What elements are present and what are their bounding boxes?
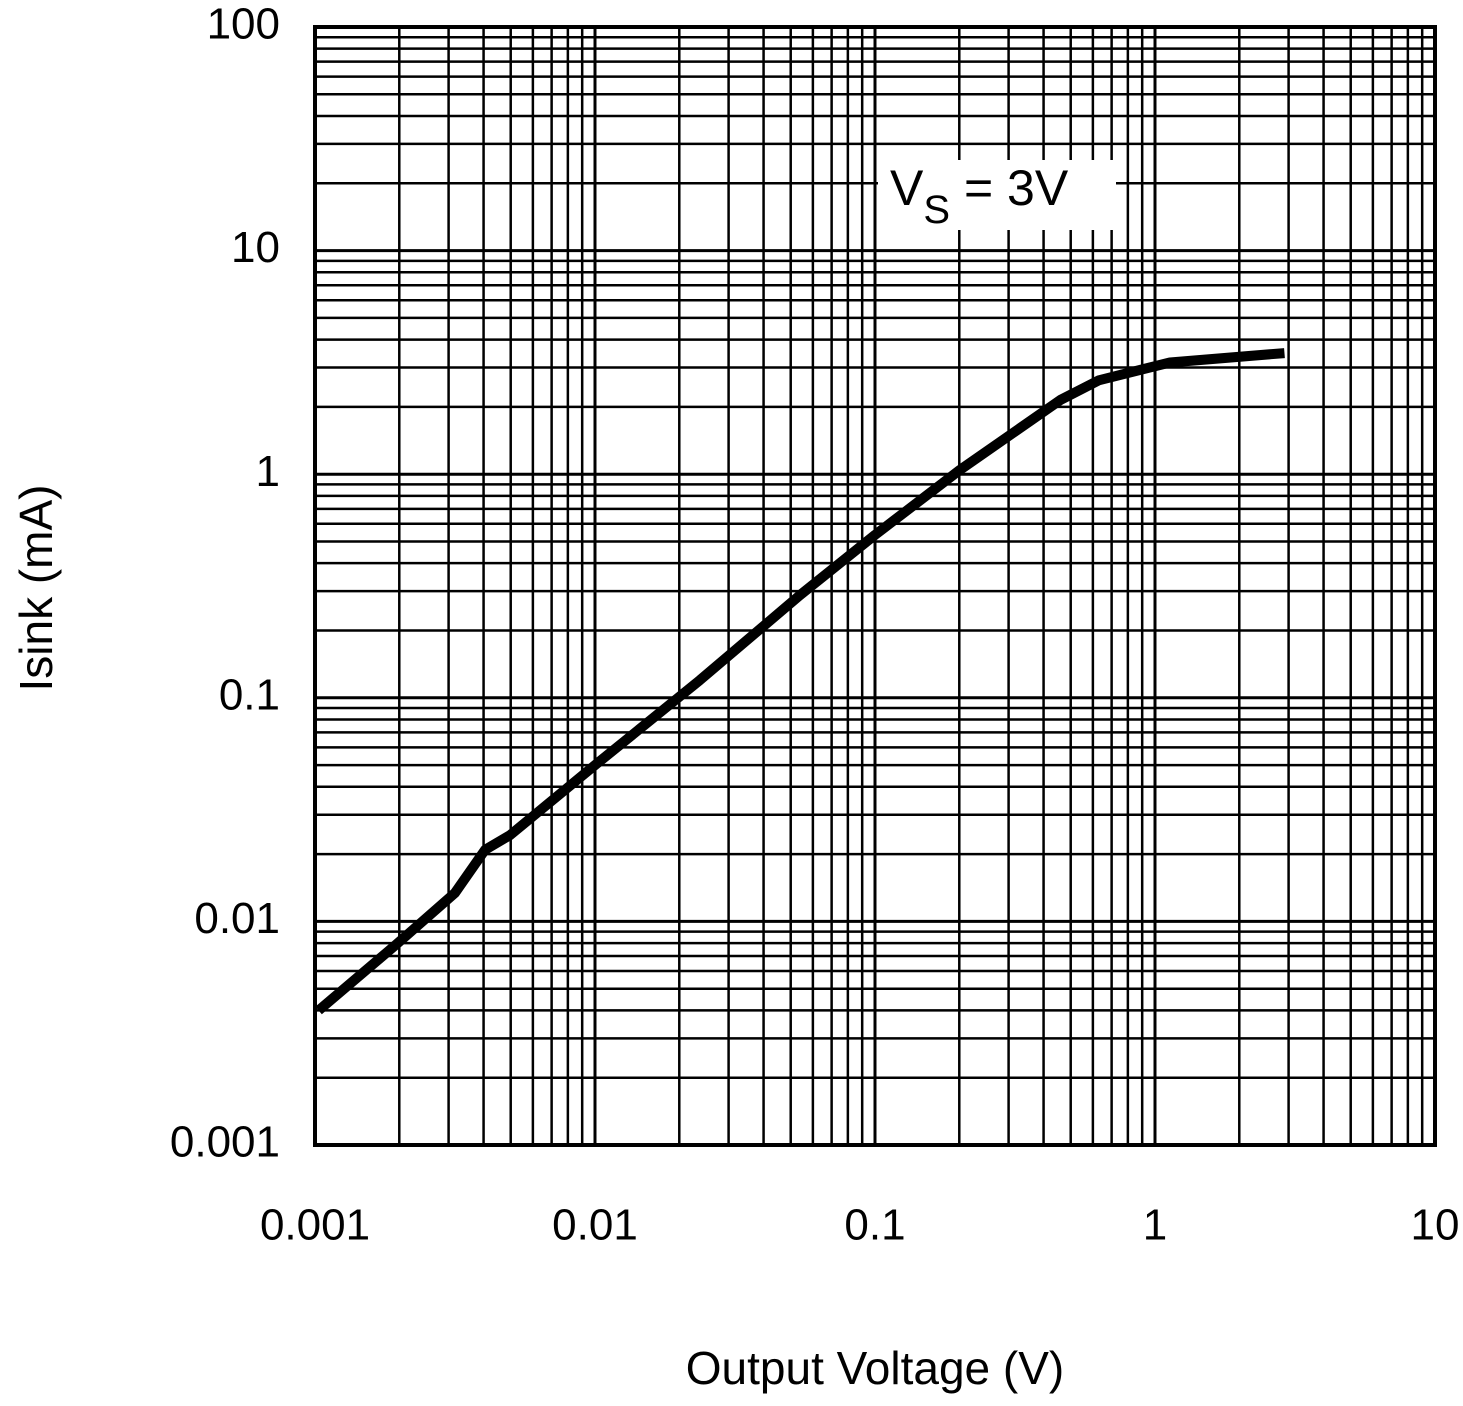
y-tick-label: 0.001 [170, 1118, 280, 1167]
x-tick-label: 1 [1143, 1201, 1167, 1250]
annotation-box [878, 160, 1116, 230]
annotation-part: = 3V [950, 160, 1069, 216]
x-tick-label: 10 [1411, 1201, 1460, 1250]
x-tick-label: 0.1 [844, 1201, 905, 1250]
plot-frame [313, 25, 1437, 1147]
x-tick-label: 0.001 [260, 1201, 370, 1250]
annotation-part: V [890, 160, 924, 216]
annotation-part: S [923, 188, 950, 232]
y-tick-label: 10 [231, 223, 280, 272]
y-tick-label: 0.1 [219, 670, 280, 719]
y-tick-label: 0.01 [194, 894, 280, 943]
data-line [315, 348, 1285, 1015]
x-tick-label: 0.01 [552, 1201, 638, 1250]
x-axis-label: Output Voltage (V) [686, 1342, 1064, 1394]
annotation: VS = 3V [890, 160, 1069, 231]
y-tick-label: 100 [207, 0, 280, 49]
y-axis-label: Isink (mA) [10, 485, 62, 692]
y-tick-label: 1 [256, 447, 280, 496]
